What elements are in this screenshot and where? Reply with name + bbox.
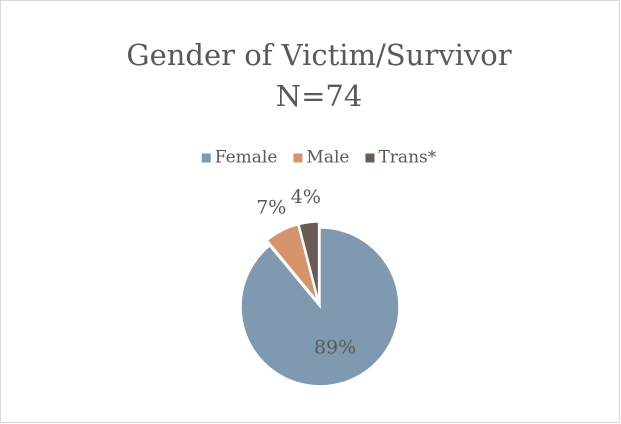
data-label: 7% bbox=[256, 196, 286, 218]
pie-slice bbox=[298, 221, 320, 302]
data-label: 89% bbox=[314, 337, 356, 359]
chart-subtitle: N=74 bbox=[276, 79, 363, 113]
legend-label: Trans* bbox=[378, 148, 436, 168]
data-label: 4% bbox=[291, 186, 321, 208]
legend-label: Male bbox=[306, 148, 349, 168]
chart-title: Gender of Victim/Survivor bbox=[126, 38, 511, 72]
pie-slice bbox=[240, 227, 400, 387]
legend-swatch bbox=[201, 153, 211, 163]
legend-label: Female bbox=[215, 148, 278, 168]
pie-slice bbox=[266, 223, 319, 302]
legend-swatch bbox=[293, 153, 303, 163]
legend-swatch bbox=[365, 153, 375, 163]
